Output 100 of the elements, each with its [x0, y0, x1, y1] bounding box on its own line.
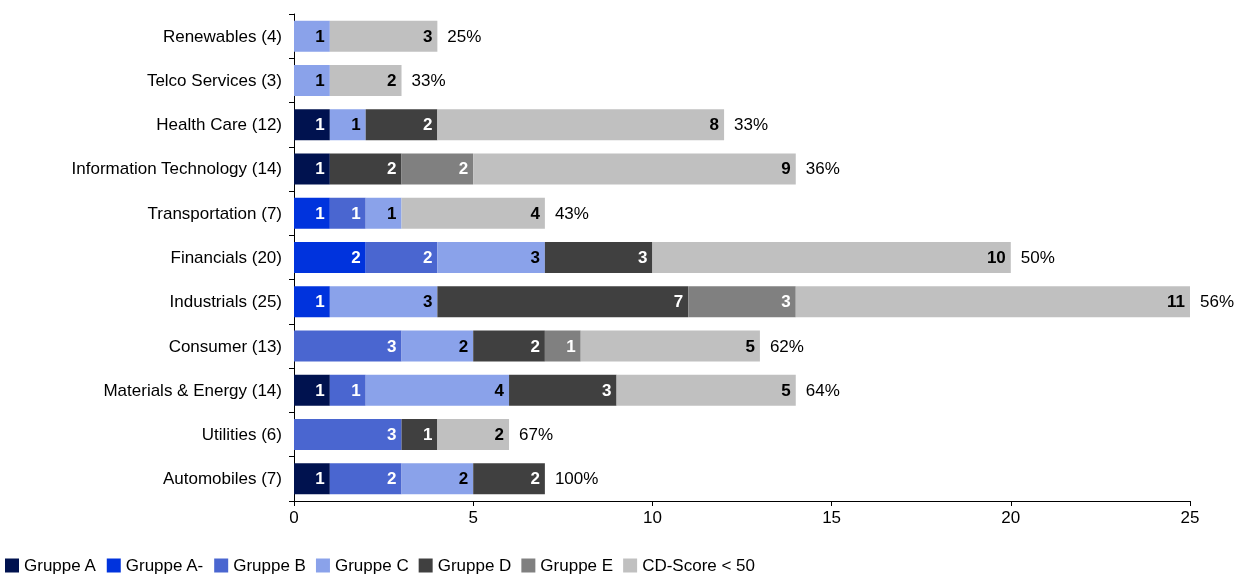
bar: [329, 64, 402, 96]
bar: [294, 109, 330, 141]
annotation: 36%: [805, 159, 840, 179]
annotation: 100%: [554, 469, 599, 489]
data-label: 1: [351, 380, 361, 400]
data-label: 5: [745, 336, 755, 356]
annotation: 43%: [554, 203, 589, 223]
data-label: 3: [387, 336, 397, 356]
data-label: 1: [315, 159, 325, 179]
bar: [544, 242, 653, 273]
bar: [329, 109, 366, 141]
bar: [365, 197, 402, 229]
y-tick-label: Materials & Energy (14): [103, 380, 282, 400]
y-tick-label: Industrials (25): [169, 292, 282, 312]
bar: [294, 463, 330, 495]
bar: [401, 330, 474, 362]
y-tick-label: Renewables (4): [162, 26, 282, 46]
y-tick-label: Financials (20): [170, 248, 282, 267]
data-label: 2: [458, 469, 469, 489]
y-tick-label: Health Care (12): [156, 115, 282, 135]
bar: [509, 374, 617, 406]
bar: [616, 374, 796, 406]
data-label: 3: [781, 292, 791, 312]
data-label: 2: [387, 70, 397, 90]
bar: [294, 242, 366, 273]
data-label: 8: [709, 115, 720, 135]
x-tick-label: 25: [1180, 508, 1200, 527]
bar: [294, 419, 402, 451]
bar: [437, 286, 689, 318]
bar: [473, 330, 545, 362]
annotation: 64%: [805, 380, 840, 400]
y-tick-label: Automobiles (7): [162, 469, 282, 489]
legend-label: Gruppe B: [233, 556, 306, 575]
data-label: 7: [673, 292, 684, 312]
data-label: 2: [494, 425, 505, 445]
bar: [294, 374, 330, 406]
annotation: 50%: [1020, 248, 1055, 267]
data-label: 1: [351, 203, 361, 223]
bar: [294, 330, 402, 362]
bar: [294, 286, 330, 318]
x-tick-label: 0: [289, 508, 299, 527]
data-label: 1: [315, 70, 325, 90]
bar: [401, 153, 474, 185]
bar: [473, 463, 545, 495]
annotation: 56%: [1200, 292, 1235, 312]
bar: [544, 330, 581, 362]
bar: [329, 153, 402, 185]
annotation: 33%: [411, 70, 446, 90]
bar: [329, 463, 402, 495]
data-label: 3: [422, 292, 433, 312]
data-label: 2: [458, 159, 469, 179]
bar: [688, 286, 796, 318]
data-label: 11: [1167, 292, 1185, 312]
bar: [365, 109, 438, 141]
legend-label: Gruppe A-: [125, 556, 204, 575]
legend-label: Gruppe C: [334, 556, 409, 575]
x-tick-label: 20: [1001, 508, 1021, 527]
legend-label: Gruppe A: [24, 556, 97, 575]
legend-label: Gruppe E: [540, 556, 614, 575]
bar: [365, 242, 438, 273]
y-tick-label: Utilities (6): [201, 425, 282, 445]
data-label: 3: [530, 248, 540, 267]
data-label: 1: [315, 26, 325, 46]
data-label: 2: [387, 469, 397, 489]
y-tick-label: Consumer (13): [168, 336, 282, 356]
bar: [294, 197, 330, 229]
data-label: 1: [315, 203, 325, 223]
data-label: 2: [422, 248, 433, 267]
annotation: 67%: [519, 425, 554, 445]
bar: [365, 374, 510, 406]
data-label: 5: [781, 380, 791, 400]
x-tick-label: 5: [468, 508, 478, 527]
bar: [329, 374, 366, 406]
bar: [294, 64, 330, 96]
annotation: 62%: [769, 336, 804, 356]
data-label: 3: [602, 380, 612, 400]
data-label: 3: [422, 26, 433, 46]
bar: [437, 242, 545, 273]
data-label: 2: [530, 336, 540, 356]
bar: [401, 463, 474, 495]
data-label: 1: [315, 292, 325, 312]
bar: [580, 330, 760, 362]
data-label: 2: [351, 248, 361, 267]
annotation: 33%: [734, 115, 769, 135]
data-label: 4: [530, 203, 541, 223]
bar: [652, 242, 1011, 273]
x-tick-label: 10: [642, 508, 662, 527]
data-label: 1: [422, 425, 433, 445]
data-label: 3: [637, 248, 648, 267]
y-tick-label: Telco Services (3): [146, 70, 282, 90]
data-label: 3: [387, 425, 397, 445]
data-label: 1: [315, 380, 325, 400]
bar: [329, 20, 438, 52]
legend-label: CD-Score < 50: [642, 556, 756, 575]
data-label: 1: [351, 115, 361, 135]
y-tick-label: Transportation (7): [147, 203, 282, 223]
bar: [294, 153, 330, 185]
data-label: 1: [315, 115, 325, 135]
data-label: 2: [458, 336, 469, 356]
bar: [437, 109, 725, 141]
